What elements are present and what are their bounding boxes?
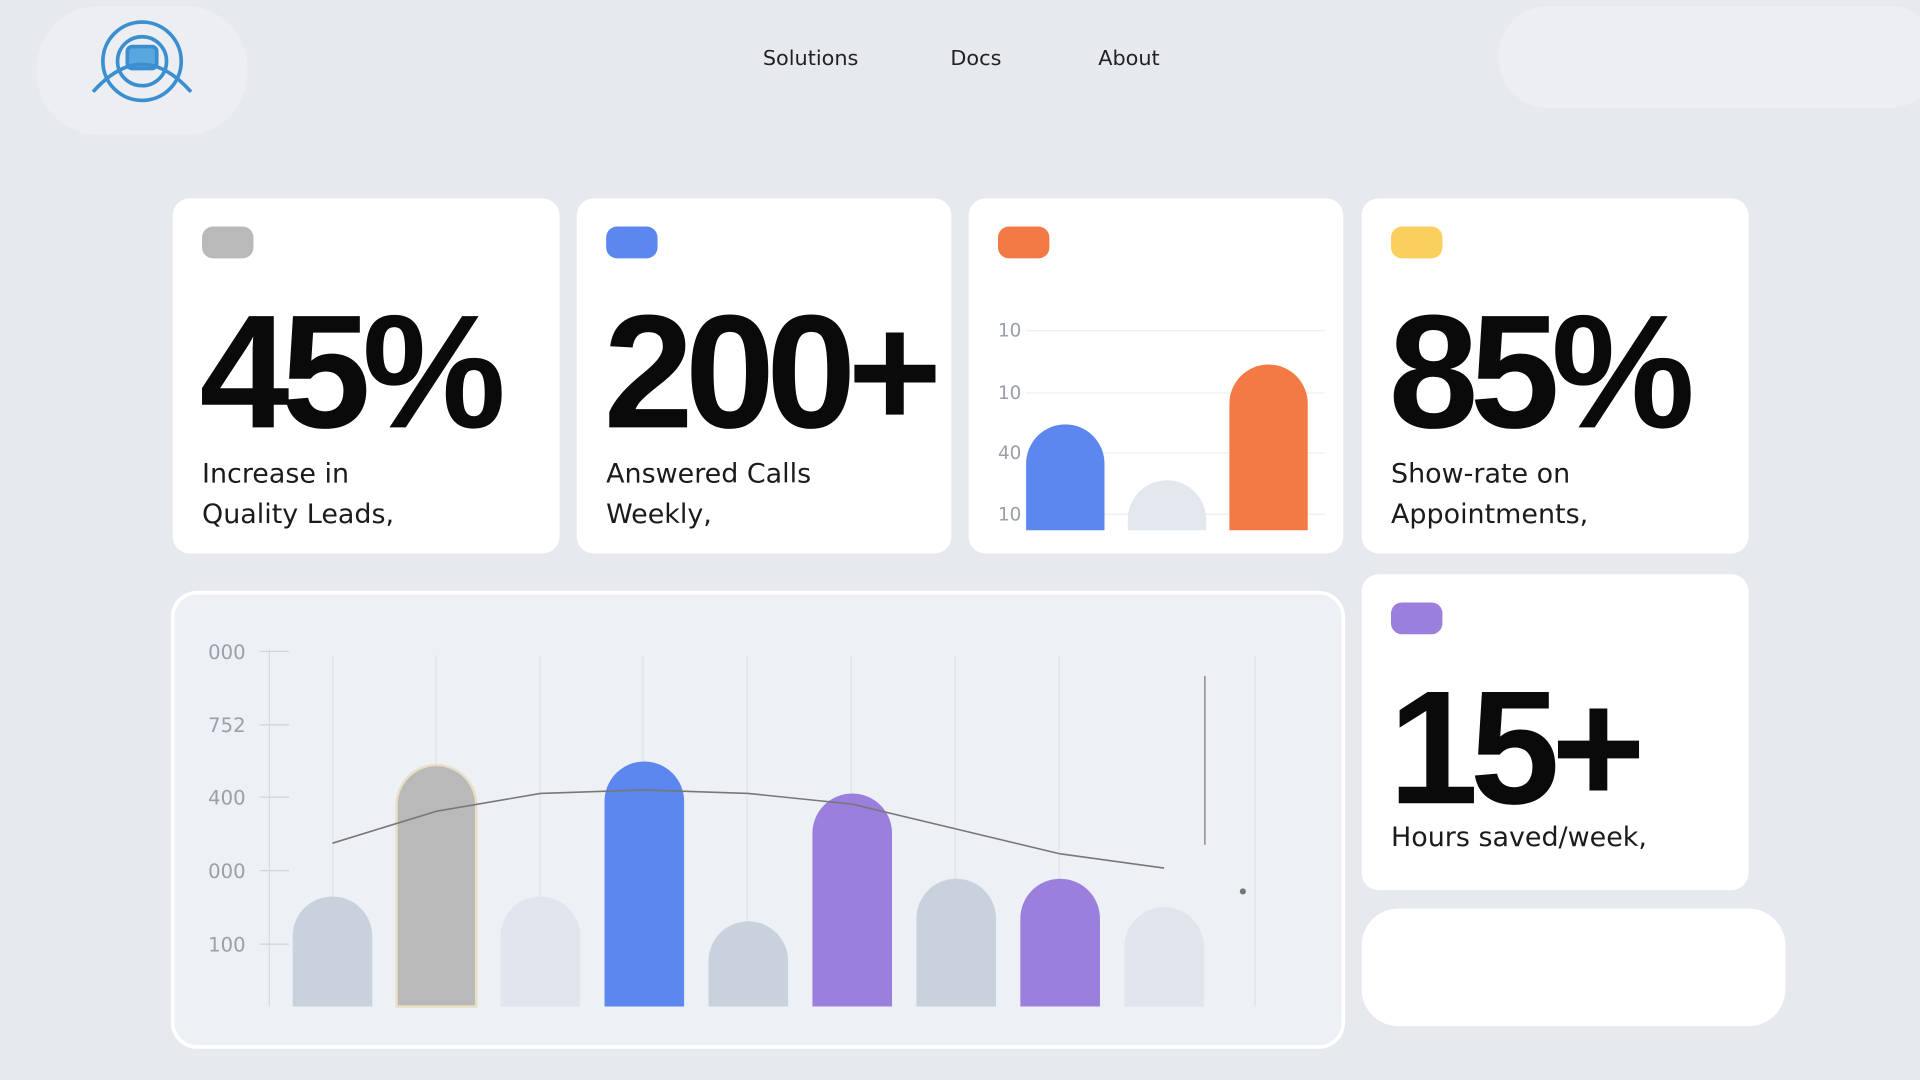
logo[interactable] [91, 20, 193, 103]
stat-label: Increase in [202, 458, 349, 489]
y-tick-label: 752 [208, 714, 245, 737]
stat-card [576, 198, 952, 554]
stat-label: Answered Calls [606, 458, 811, 489]
bar [708, 921, 789, 1007]
chart-pill [997, 226, 1050, 259]
nav-link[interactable]: Solutions [763, 46, 859, 70]
stat-card [172, 198, 560, 554]
stat-label: Show-rate on [1391, 458, 1570, 489]
stat-label: Weekly, [606, 499, 712, 530]
stat-pill [1391, 602, 1443, 635]
bar [395, 763, 478, 1008]
y-tick-label: 10 [998, 504, 1021, 525]
y-tick-label: 400 [208, 786, 245, 809]
bar [1026, 424, 1105, 531]
stat-value: 45% [200, 282, 503, 462]
stat-label: Hours saved/week, [1391, 822, 1647, 853]
stat-card [1361, 574, 1749, 891]
y-tick-label: 100 [208, 933, 245, 956]
bar [1124, 907, 1204, 1007]
bar [604, 761, 685, 1007]
bar [1020, 878, 1100, 1007]
bar [1127, 480, 1207, 531]
y-tick-label: 10 [998, 383, 1021, 404]
stat-label: Appointments, [1391, 499, 1588, 530]
y-tick-label: 000 [208, 641, 245, 664]
trend-end [1239, 888, 1246, 895]
stat-label: Quality Leads, [202, 499, 394, 530]
stat-value: 200+ [604, 282, 936, 462]
bar [292, 896, 373, 1007]
stat-pill [1391, 226, 1443, 259]
trend-line [332, 789, 1165, 869]
stat-pill [606, 226, 658, 259]
y-tick-label: 40 [998, 443, 1021, 464]
stat-value: 15+ [1389, 658, 1640, 838]
nav-action-bubble[interactable] [1498, 6, 1920, 108]
bar [812, 793, 893, 1007]
stat-value: 85% [1389, 282, 1692, 462]
stat-card [1361, 198, 1749, 554]
blank-card [1361, 908, 1786, 1027]
nav-link[interactable]: About [1098, 46, 1160, 70]
bar [500, 896, 581, 1007]
y-tick-label: 10 [998, 321, 1021, 342]
y-tick-label: 000 [208, 860, 245, 883]
stat-pill [202, 226, 254, 259]
nav-link[interactable]: Docs [950, 46, 1001, 70]
bar [916, 878, 996, 1007]
bar [1229, 364, 1308, 531]
